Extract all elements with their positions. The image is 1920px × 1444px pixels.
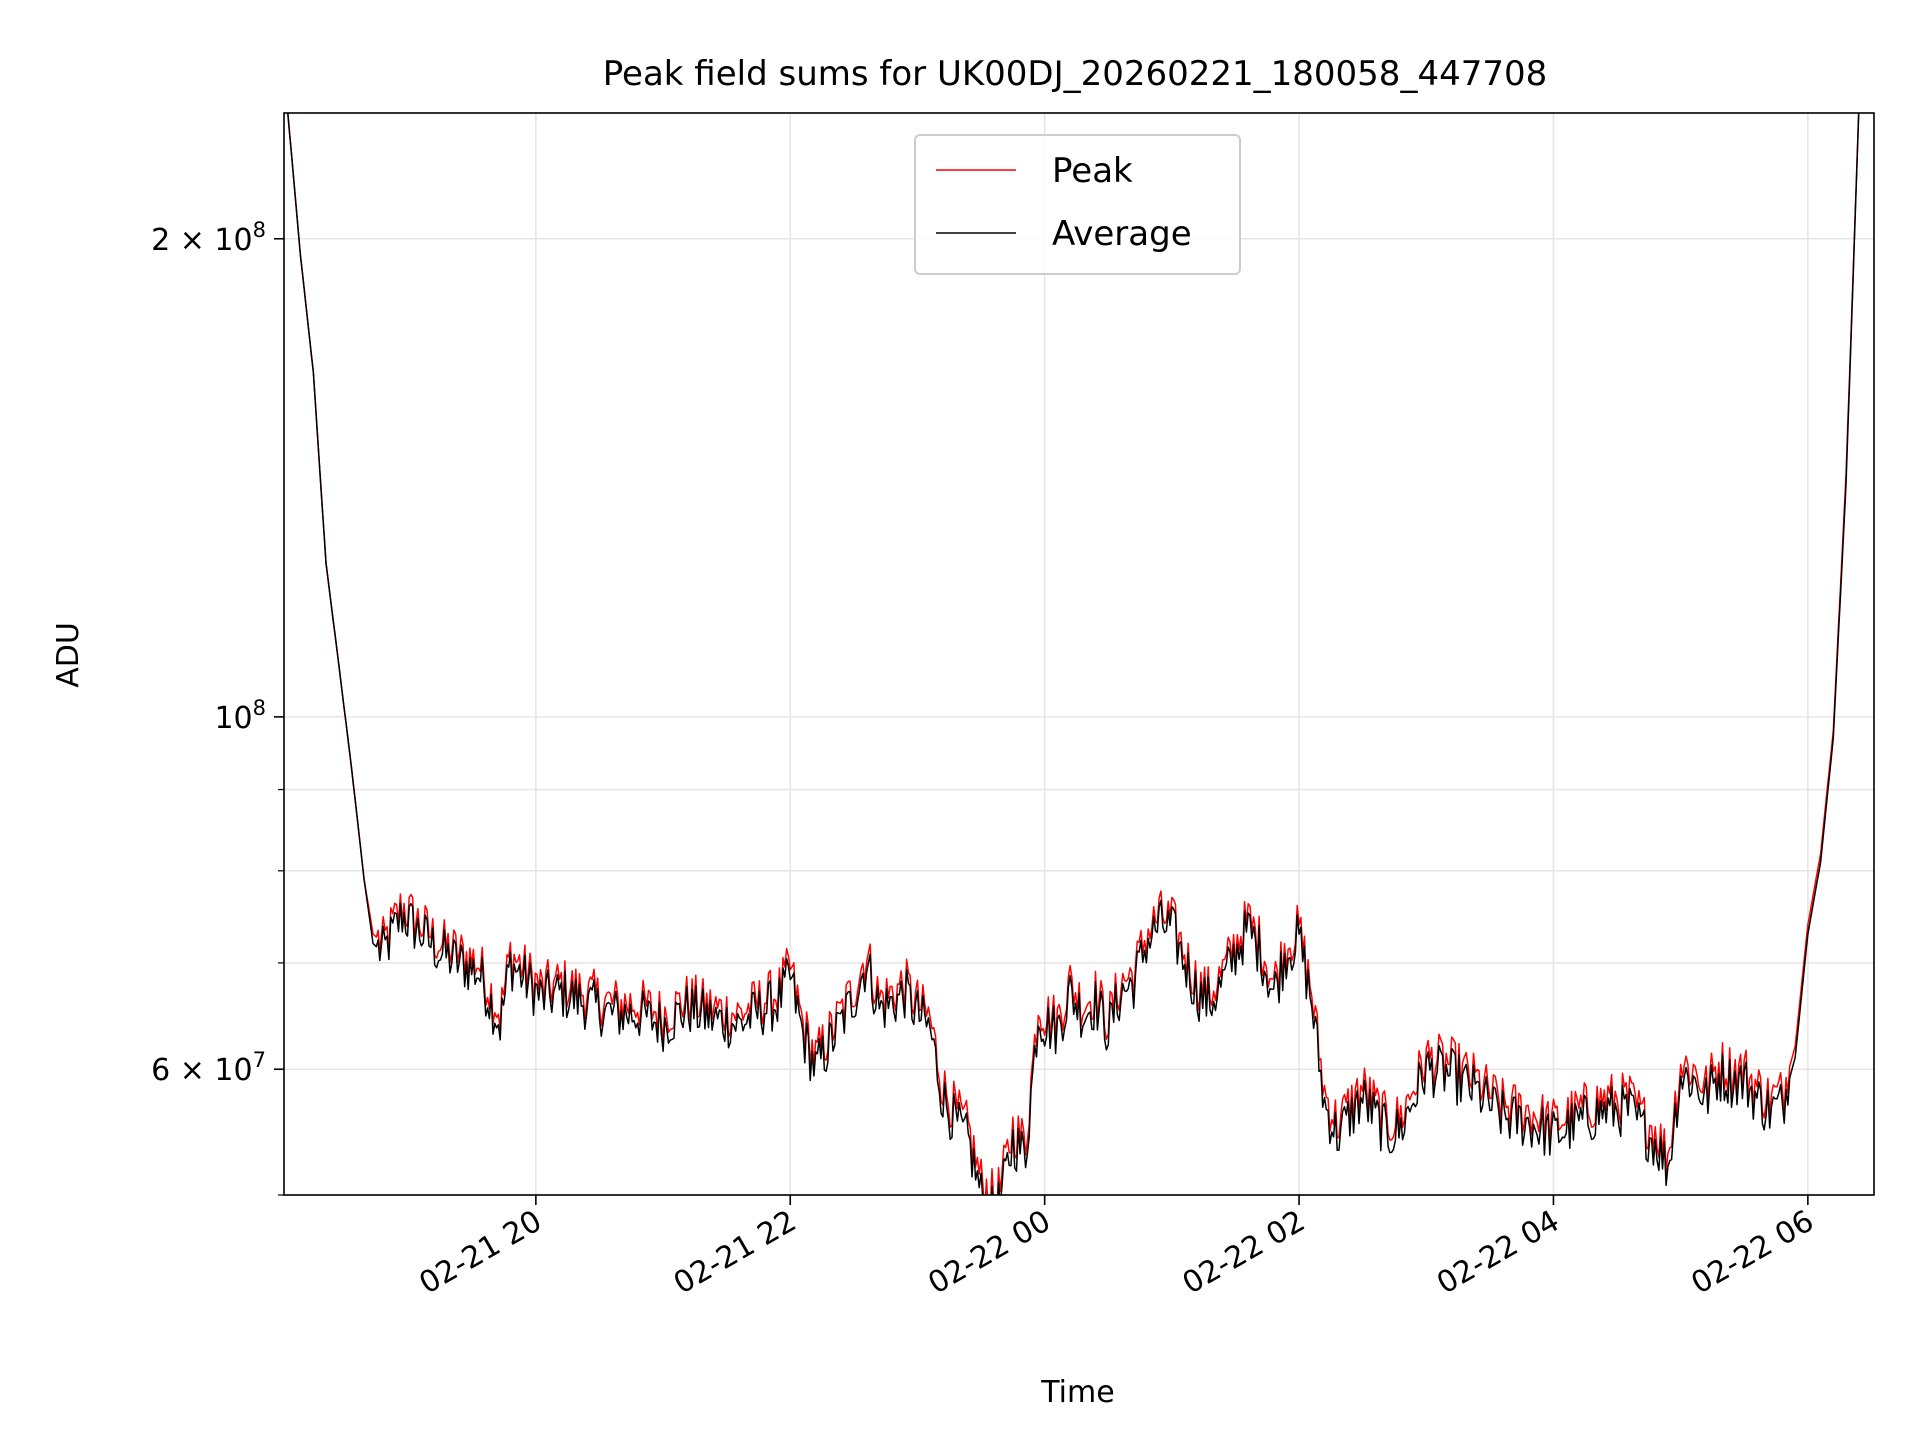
y-tick-label: 2 × 108 [151,218,266,258]
legend-average-label: Average [1052,214,1192,254]
legend: Peak Average [914,134,1241,275]
y-axis-label: ADU [51,622,86,688]
plot-frame [283,112,1875,1196]
y-tick-label-base: 6 × 10 [151,1053,252,1088]
legend-peak-label: Peak [1052,151,1133,191]
grid-layer [284,113,1874,1196]
y-tick-label-exponent: 7 [253,1048,266,1072]
x-axis-label: Time [1040,1375,1114,1410]
y-tick-label: 6 × 107 [151,1048,266,1088]
y-tick-label-base: 2 × 10 [151,223,252,258]
y-tick-label-exponent: 8 [253,696,266,720]
y-tick-label-exponent: 8 [253,218,266,242]
chart-title: Peak field sums for UK00DJ_20260221_1800… [603,54,1547,94]
y-tick-label: 108 [214,696,266,736]
series-layer [287,113,1860,1195]
y-tick-label-base: 10 [214,701,252,736]
series-line-average [287,113,1860,1195]
